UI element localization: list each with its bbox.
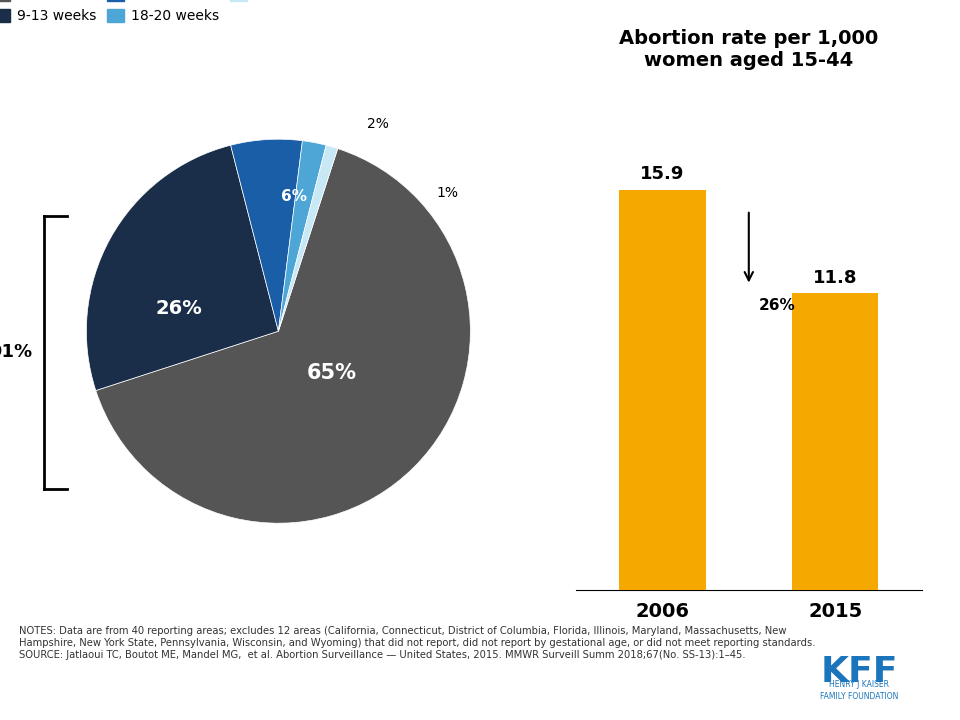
Text: 91%: 91% bbox=[0, 343, 33, 361]
Wedge shape bbox=[230, 139, 302, 331]
Title: Abortion rate per 1,000
women aged 15-44: Abortion rate per 1,000 women aged 15-44 bbox=[619, 29, 878, 70]
Wedge shape bbox=[278, 145, 338, 331]
Text: 15.9: 15.9 bbox=[640, 166, 684, 184]
Wedge shape bbox=[278, 140, 326, 331]
Text: 2%: 2% bbox=[368, 117, 389, 131]
Text: 65%: 65% bbox=[307, 364, 357, 384]
Text: KFF: KFF bbox=[821, 655, 898, 689]
Legend: ≤ 8 weeks, 9-13 weeks, 14-17 weeks, 18-20 weeks, ≥ 21 weeks: ≤ 8 weeks, 9-13 weeks, 14-17 weeks, 18-2… bbox=[0, 0, 341, 29]
Bar bbox=[619, 189, 706, 590]
Wedge shape bbox=[86, 145, 278, 390]
Bar bbox=[792, 293, 878, 590]
Text: NOTES: Data are from 40 reporting areas; excludes 12 areas (California, Connecti: NOTES: Data are from 40 reporting areas;… bbox=[19, 626, 816, 660]
Wedge shape bbox=[96, 148, 470, 523]
Text: 26%: 26% bbox=[156, 299, 202, 318]
Text: 11.8: 11.8 bbox=[813, 269, 857, 287]
Text: 6%: 6% bbox=[280, 189, 307, 204]
Text: HENRY J KAISER
FAMILY FOUNDATION: HENRY J KAISER FAMILY FOUNDATION bbox=[820, 680, 899, 701]
Text: 1%: 1% bbox=[437, 186, 458, 200]
Text: 26%: 26% bbox=[759, 298, 796, 313]
